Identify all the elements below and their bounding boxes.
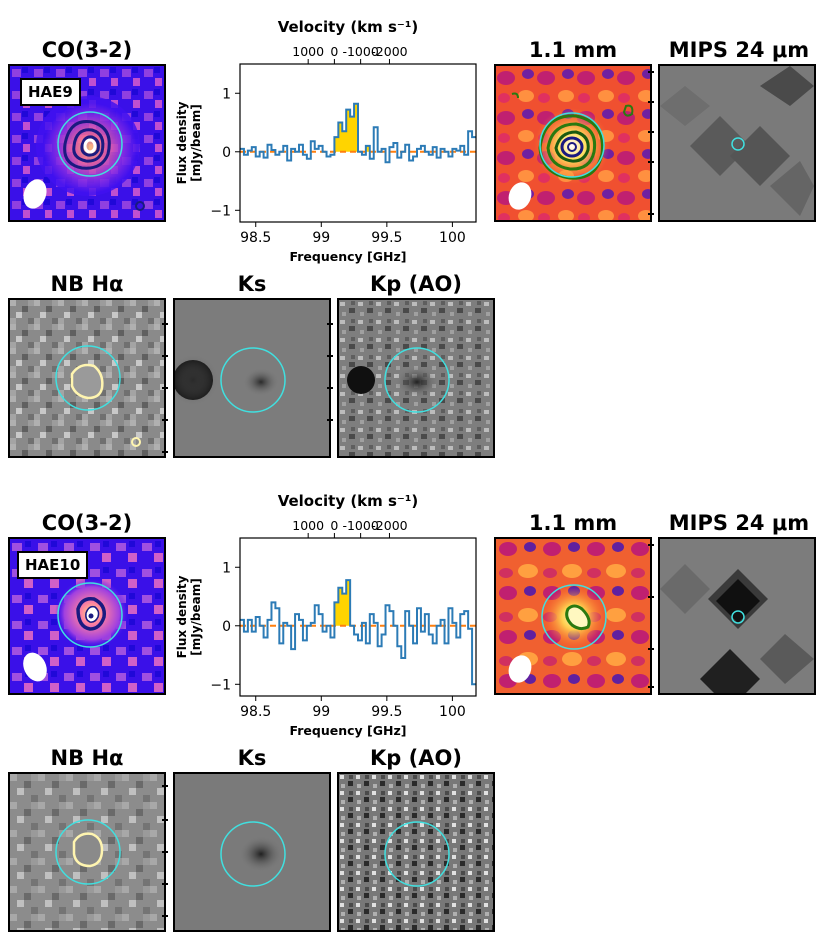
top-tick-label: 0 [330,44,338,59]
kp-panel-title: Kp (AO) [370,746,462,770]
nb-map-image [10,774,164,930]
x-tick-label: 99.5 [371,230,402,246]
top-tick-label: -2000 [371,518,407,533]
ks-map-panel [173,772,331,932]
tick-marks [327,323,333,421]
tick-marks [648,71,654,215]
co-panel-title: CO(3-2) [41,38,133,62]
top-tick-label: 0 [330,518,338,533]
ks-panel-title: Ks [237,746,267,770]
nb-map-image [10,300,164,456]
y-axis-title-units: [mJy/beam] [189,578,203,655]
spectrum-svg: 98.5 99 99.5 100 1 0 −1 1000 0 -1000-2000 Velocity… [175,18,477,264]
kp-map-image [339,774,493,930]
x-tick-label: 100 [439,704,466,720]
y-tick-label: 1 [222,560,231,576]
y-tick-label: −1 [210,203,231,219]
ha-contour [70,363,104,400]
x-axis-title: Frequency [GHz] [290,249,407,264]
mm-panel-title: 1.1 mm [528,38,618,62]
kp-map-panel [337,298,495,458]
co-spectrum-chart: 98.5 99 99.5 100 1 0 −1 1000 0 -1000 -2000 Velocity… [170,12,480,272]
tick-marks [162,323,168,453]
source-label: HAE10 [17,551,89,579]
x-tick-label: 98.5 [240,230,271,246]
source-label: HAE9 [20,78,81,106]
nb-panel-title: NB Hα [50,746,124,770]
y-axis-title: Flux density [175,575,189,658]
mm-panel-title: 1.1 mm [528,511,618,535]
mm-map-panel [494,537,652,695]
x-tick-label: 98.5 [240,704,271,720]
kp-map-panel [337,772,495,932]
axes-frame [239,537,477,697]
co-contour [63,119,111,170]
velocity-axis-title: Velocity (km s⁻¹) [278,18,419,36]
y-tick-label: 0 [222,145,231,161]
tick-marks [648,544,654,688]
nb-panel-title: NB Hα [50,272,124,296]
top-tick-label: 1000 [292,44,324,59]
x-tick-label: 99.5 [371,704,402,720]
mm-map-image [496,66,650,220]
line-emission-fill [334,103,370,152]
y-axis-title: Flux density [175,101,189,184]
top-tick-label: 1000 [292,518,324,533]
mips-panel-title: MIPS 24 μm [668,38,810,62]
mm-map-image [496,539,650,693]
co-panel-title: CO(3-2) [41,511,133,535]
tick-marks [162,785,168,917]
kp-map-image [339,300,493,456]
ks-map-image [175,774,329,930]
x-axis-title: Frequency [GHz] [290,723,407,738]
y-tick-label: −1 [210,677,231,693]
co-map-panel: HAE10 [8,537,166,695]
spectrum-line [240,579,476,686]
co-spectrum-chart: 98.5 99 99.5 100 1 0 −1 1000 0 -1000 -2000 Velocity… [170,486,480,746]
mips-map-panel [658,537,816,695]
mips-panel-title: MIPS 24 μm [668,511,810,535]
velocity-axis-title: Velocity (km s⁻¹) [278,492,419,510]
x-tick-label: 100 [439,230,466,246]
co-map-panel: HAE9 [8,64,166,222]
nb-map-panel [8,772,166,932]
ks-panel-title: Ks [237,272,267,296]
kp-panel-title: Kp (AO) [370,272,462,296]
mips-map-image [660,539,814,693]
beam-ellipse [23,179,47,209]
top-tick-label: -2000 [371,44,407,59]
mips-map-panel [658,64,816,222]
spectrum-line [240,102,476,164]
mm-contour [538,114,604,180]
nb-map-panel [8,298,166,458]
y-axis-title-units: [mJy/beam] [189,104,203,181]
axes-frame [239,63,477,223]
top-tick-label: -1000 [342,518,378,533]
mm-map-panel [494,64,652,222]
top-tick-label: -1000 [342,44,378,59]
y-tick-label: 0 [222,619,231,635]
x-tick-label: 99 [312,230,330,246]
x-tick-label: 99 [312,704,330,720]
mips-map-image [660,66,814,220]
y-tick-label: 1 [222,86,231,102]
ks-map-image [175,300,329,456]
aperture-circle [57,111,123,177]
ks-map-panel [173,298,331,458]
spectrum-svg: 98.5 99 99.5 100 1 0 −1 1000 0 -1000-2000 Velocity… [175,492,477,738]
